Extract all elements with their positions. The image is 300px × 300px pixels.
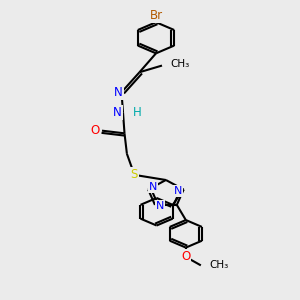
- Text: N: N: [156, 201, 165, 211]
- Text: S: S: [131, 168, 138, 182]
- Text: N: N: [149, 182, 157, 192]
- Text: CH₃: CH₃: [170, 59, 190, 69]
- Text: CH₃: CH₃: [209, 260, 229, 270]
- Text: Br: Br: [149, 9, 163, 22]
- Text: N: N: [113, 106, 122, 119]
- Text: O: O: [181, 250, 190, 263]
- Text: N: N: [174, 186, 182, 196]
- Text: O: O: [91, 124, 100, 137]
- Text: N: N: [114, 86, 123, 99]
- Text: H: H: [133, 106, 142, 119]
